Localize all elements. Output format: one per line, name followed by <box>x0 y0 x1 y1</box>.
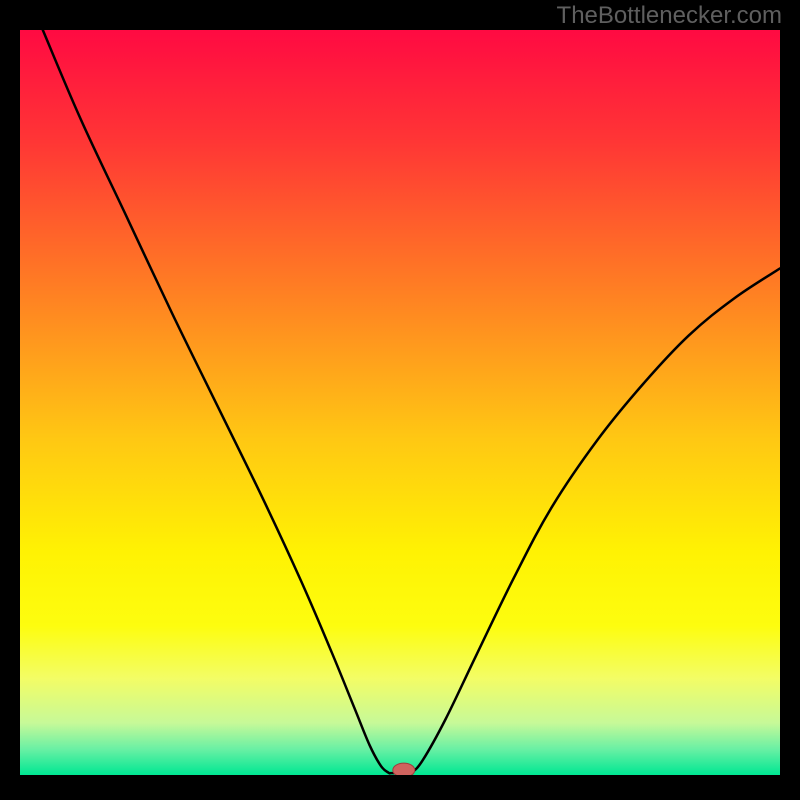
chart-svg <box>20 30 780 775</box>
optimum-marker <box>393 763 415 775</box>
bottleneck-chart <box>20 30 780 775</box>
watermark-text: TheBottlenecker.com <box>557 2 782 30</box>
gradient-background <box>20 30 780 775</box>
